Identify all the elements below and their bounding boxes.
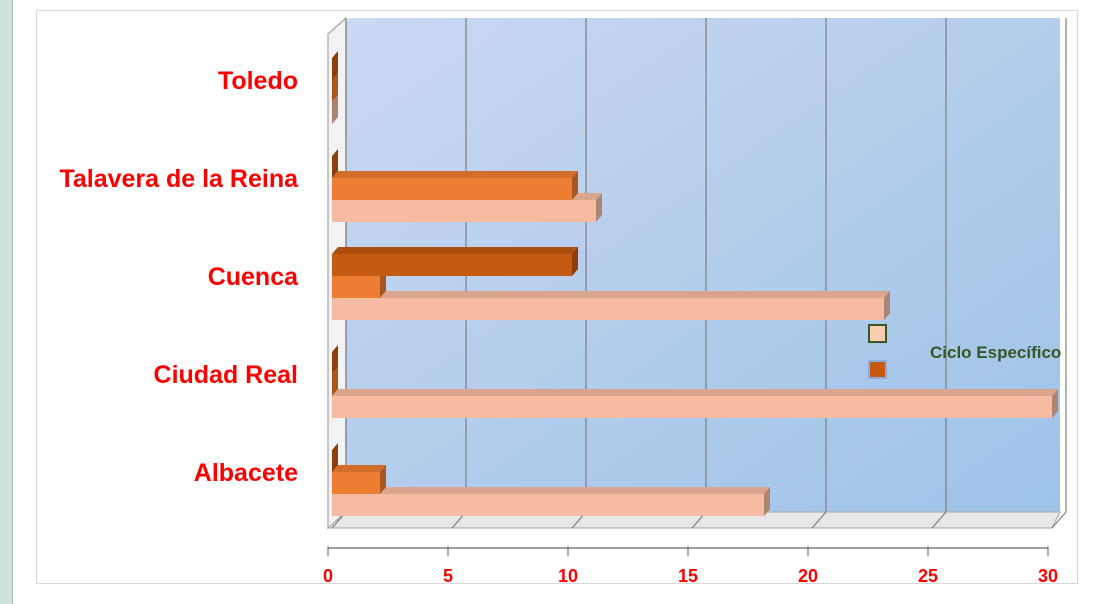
legend-swatch-series-3 xyxy=(868,360,887,379)
bar xyxy=(332,171,578,200)
bar-front xyxy=(332,396,1052,418)
category-label: Cuenca xyxy=(208,263,299,291)
category-label: Ciudad Real xyxy=(154,361,298,389)
floor-gridline xyxy=(811,511,827,529)
axes: 0 5 10 15 20 25 30 Albacete Ciudad Real Cuenca Tal… xyxy=(59,67,1058,586)
bar-top xyxy=(332,247,578,254)
category-label: Toledo xyxy=(218,67,298,95)
legend: Ciclo Específico xyxy=(868,324,1061,379)
category-label: Talavera de la Reina xyxy=(59,165,299,193)
bar-side xyxy=(332,73,338,102)
bars xyxy=(332,51,1058,516)
window-edge-strip xyxy=(0,0,13,604)
bar-top xyxy=(332,291,890,298)
bar-side xyxy=(332,149,338,178)
bar-top xyxy=(332,465,386,472)
bar xyxy=(332,487,770,516)
floor-gridline xyxy=(1051,511,1067,529)
bar xyxy=(332,95,338,124)
bar-top xyxy=(332,487,770,494)
bar-side xyxy=(380,465,386,494)
x-tick-label: 0 xyxy=(323,566,333,586)
bar xyxy=(332,367,338,396)
bar xyxy=(332,291,890,320)
x-tick-label: 30 xyxy=(1038,566,1058,586)
bar-side xyxy=(332,443,338,472)
bar xyxy=(332,345,338,374)
bar-side xyxy=(1052,389,1058,418)
x-tick-label: 10 xyxy=(558,566,578,586)
bar-side xyxy=(332,51,338,80)
bar-top xyxy=(332,389,1058,396)
bar-side xyxy=(332,95,338,124)
bar-side xyxy=(332,345,338,374)
legend-swatch-series-1 xyxy=(868,324,887,343)
bar-front xyxy=(332,200,596,222)
bar xyxy=(332,465,386,494)
bar-side xyxy=(764,487,770,516)
bar-front xyxy=(332,276,380,298)
x-tick-label: 25 xyxy=(918,566,938,586)
bar-side xyxy=(572,247,578,276)
bar-front xyxy=(332,254,572,276)
bar xyxy=(332,443,338,472)
floor-gridline xyxy=(931,511,947,529)
bar-side xyxy=(332,367,338,396)
bar-front xyxy=(332,178,572,200)
bar xyxy=(332,389,1058,418)
bar-front xyxy=(332,298,884,320)
legend-label-series-1: Ciclo Específico xyxy=(930,343,1061,362)
bar-side xyxy=(572,171,578,200)
bar-front xyxy=(332,494,764,516)
x-tick-label: 20 xyxy=(798,566,818,586)
bar-top xyxy=(332,171,578,178)
bar-front xyxy=(332,472,380,494)
category-label: Albacete xyxy=(194,459,298,487)
x-tick-label: 5 xyxy=(443,566,453,586)
bar xyxy=(332,73,338,102)
bar-side xyxy=(884,291,890,320)
bar xyxy=(332,51,338,80)
x-tick-label: 15 xyxy=(678,566,698,586)
bar-side xyxy=(380,269,386,298)
bar xyxy=(332,247,578,276)
bar xyxy=(332,149,338,178)
bar-side xyxy=(596,193,602,222)
